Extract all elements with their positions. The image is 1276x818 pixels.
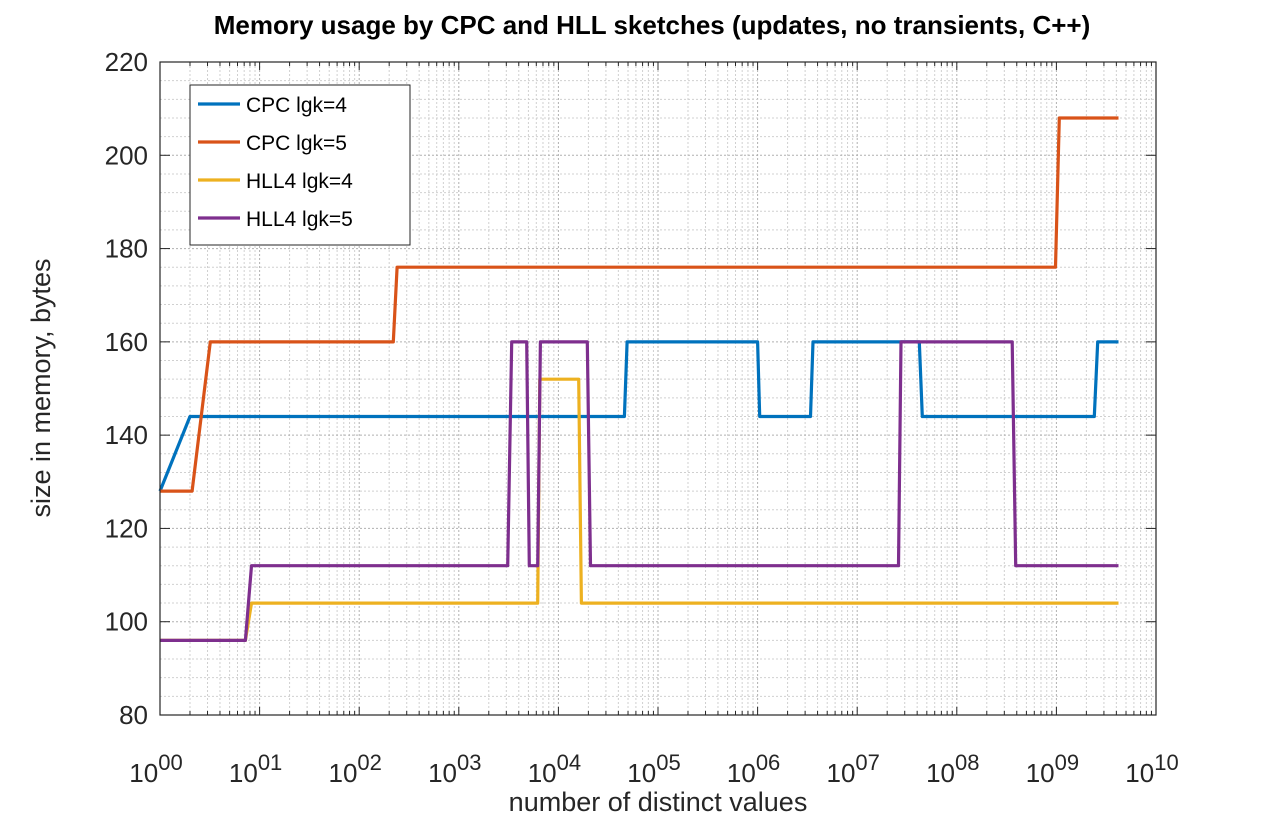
x-tick-label: 1007 [826, 750, 879, 788]
x-tick-label: 1003 [428, 750, 481, 788]
y-tick-label: 160 [105, 327, 148, 357]
x-tick-label: 1010 [1125, 750, 1178, 788]
y-tick-label: 200 [105, 140, 148, 170]
y-tick-label: 80 [119, 700, 148, 730]
series-line-hll4-lgk-4 [160, 377, 1119, 642]
x-tick-label: 1009 [1026, 750, 1079, 788]
x-tick-label: 1004 [528, 750, 581, 788]
y-tick-label: 140 [105, 420, 148, 450]
x-tick-label: 1000 [129, 750, 182, 788]
y-tick-label: 220 [105, 47, 148, 77]
legend-label: HLL4 lgk=5 [246, 208, 353, 231]
y-tick-label: 100 [105, 607, 148, 637]
x-tick-label: 1001 [229, 750, 282, 788]
series-line-cpc-lgk-4 [158, 340, 1119, 492]
series-line-cpc-lgk-5 [160, 116, 1119, 493]
legend: CPC lgk=4 CPC lgk=5 HLL4 lgk=4 HLL4 lgk=5 [189, 84, 411, 246]
y-axis-label: size in memory, bytes [26, 258, 56, 517]
series-line-hll4-lgk-5 [160, 340, 1119, 642]
chart-title: Memory usage by CPC and HLL sketches (up… [214, 10, 1091, 40]
ticks: 80 100 120 140 160 180 200 220 1000 1001 1002 1003 1… [105, 47, 1179, 788]
x-tick-label: 1008 [926, 750, 979, 788]
x-tick-label: 1002 [328, 750, 381, 788]
legend-label: CPC lgk=5 [246, 132, 347, 155]
x-axis-label: number of distinct values [509, 787, 808, 817]
y-tick-label: 180 [105, 234, 148, 264]
y-tick-label: 120 [105, 513, 148, 543]
series-lines [158, 116, 1119, 642]
x-tick-label: 1006 [727, 750, 780, 788]
x-tick-label: 1005 [627, 750, 680, 788]
legend-label: CPC lgk=4 [246, 94, 347, 117]
legend-label: HLL4 lgk=4 [246, 170, 353, 193]
